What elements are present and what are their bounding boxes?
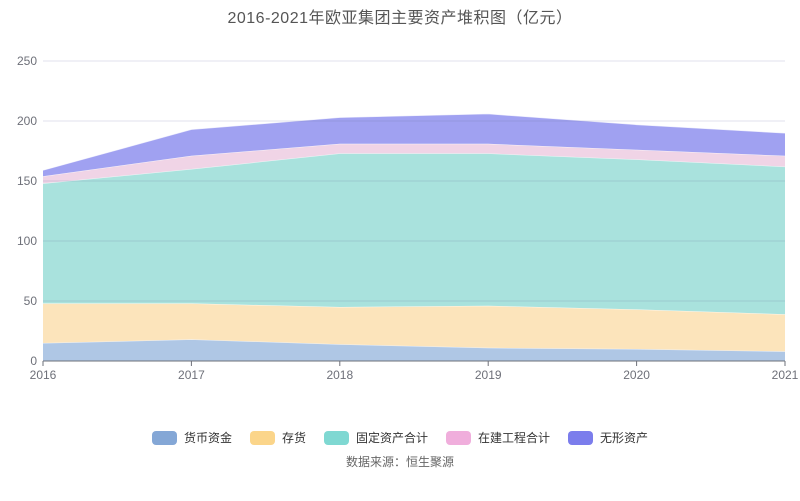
x-axis-label: 2017 [178,368,205,382]
x-axis-label: 2019 [475,368,502,382]
stacked-area-chart: 0 50 100 150 200 250 2016 2017 2018 2019 2020 2021 [17,54,799,382]
legend-label: 无形资产 [600,431,649,445]
legend-item-3[interactable]: 在建工程合计 [446,431,550,445]
legend-swatch-icon [568,431,594,445]
chart-title: 2016-2021年欧亚集团主要资产堆积图（亿元） [227,10,573,27]
data-source: 数据来源：恒生聚源 [345,455,454,469]
area-band-2 [43,153,785,315]
area-band-4 [43,113,785,177]
legend-item-2[interactable]: 固定资产合计 [323,431,428,445]
legend-item-1[interactable]: 存货 [249,431,306,445]
legend-swatch-icon [151,431,177,445]
legend: 货币资金 存货 固定资产合计 在建工程合计 无形资产 [0,431,800,445]
x-axis-label: 2020 [623,368,650,382]
x-axis-label: 2016 [30,368,57,382]
legend-swatch-icon [323,431,349,445]
legend-swatch-icon [249,431,275,445]
y-axis-label: 50 [24,294,38,308]
legend-label: 存货 [281,431,306,445]
legend-label: 在建工程合计 [478,431,551,445]
y-axis-label: 250 [17,54,37,68]
y-axis-label: 100 [17,234,37,248]
area-band-0 [43,339,785,361]
x-axis-label: 2021 [772,368,799,382]
area-band-3 [43,143,785,184]
x-axis-label: 2018 [326,368,353,382]
legend-label: 货币资金 [183,431,232,445]
legend-swatch-icon [446,431,471,445]
legend-item-0[interactable]: 货币资金 [151,431,232,445]
y-axis-label: 200 [17,114,37,128]
legend-label: 固定资产合计 [355,431,428,445]
area-band-top-line-4 [42,113,786,171]
y-axis-label: 0 [30,354,37,368]
y-axis-label: 150 [17,174,37,188]
legend-item-4[interactable]: 无形资产 [568,431,648,445]
area-band-1 [43,303,785,352]
